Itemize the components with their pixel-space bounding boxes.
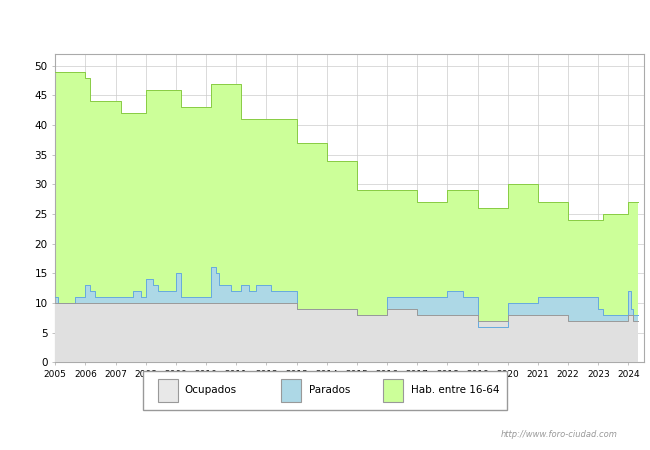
FancyBboxPatch shape [143, 371, 507, 410]
Text: Hab. entre 16-64: Hab. entre 16-64 [411, 385, 499, 396]
Bar [157, 379, 177, 402]
Text: Parados: Parados [309, 385, 350, 396]
Text: http://www.foro-ciudad.com: http://www.foro-ciudad.com [500, 430, 618, 439]
Text: Ocupados: Ocupados [185, 385, 237, 396]
Bar [384, 379, 403, 402]
Text: Miedes de Atienza - Evolucion de la poblacion en edad de Trabajar Mayo de 2024: Miedes de Atienza - Evolucion de la pobl… [85, 17, 565, 30]
Bar [281, 379, 302, 402]
